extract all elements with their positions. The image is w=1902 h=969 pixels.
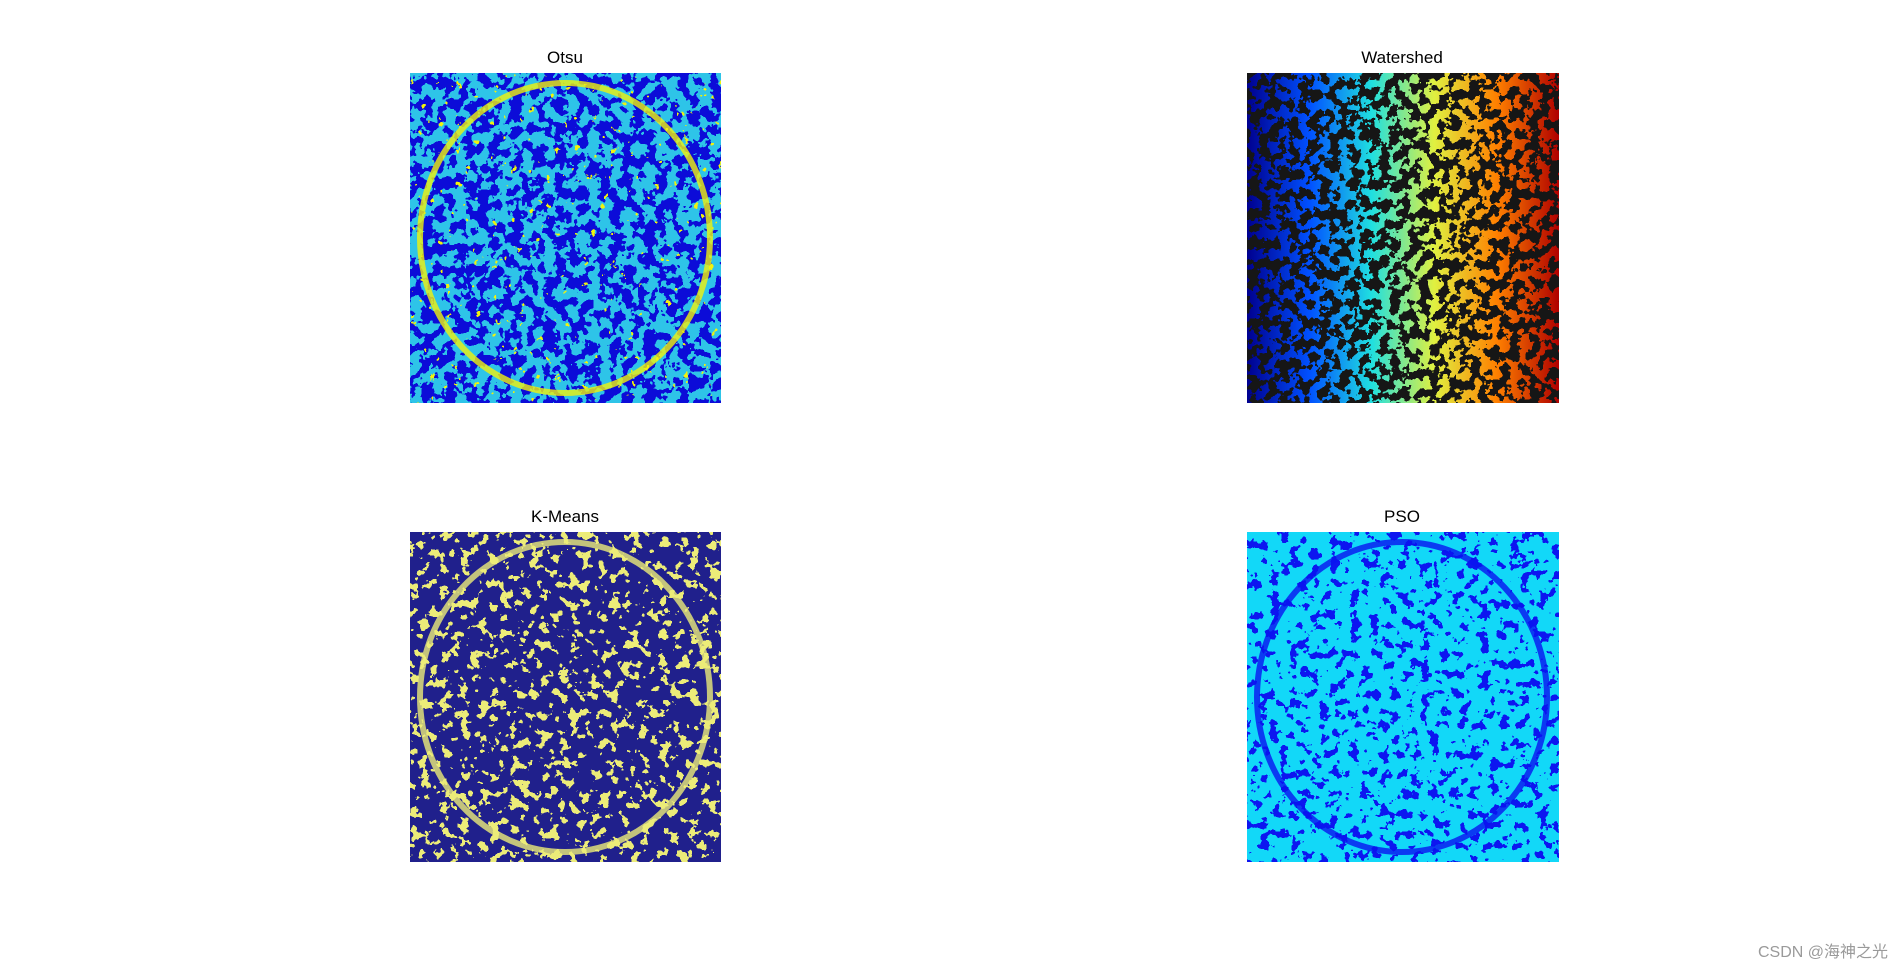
panel-title: Otsu [547,48,583,67]
image-ring [1254,539,1550,855]
image-texture [410,73,721,403]
image-texture [1247,73,1559,403]
watermark: CSDN @海神之光 [1758,943,1888,961]
image-texture [410,532,721,862]
panel-title: K-Means [531,507,599,526]
image-ring [417,80,713,396]
panel-kmeans: K-Means [410,507,721,862]
image-texture [1247,532,1559,862]
panel-otsu: Otsu [410,48,721,403]
image-ring [417,539,713,855]
panel-title: PSO [1384,507,1420,526]
panel-watershed: Watershed [1247,48,1559,403]
panel-pso: PSO [1247,507,1559,862]
panel-title: Watershed [1361,48,1443,67]
